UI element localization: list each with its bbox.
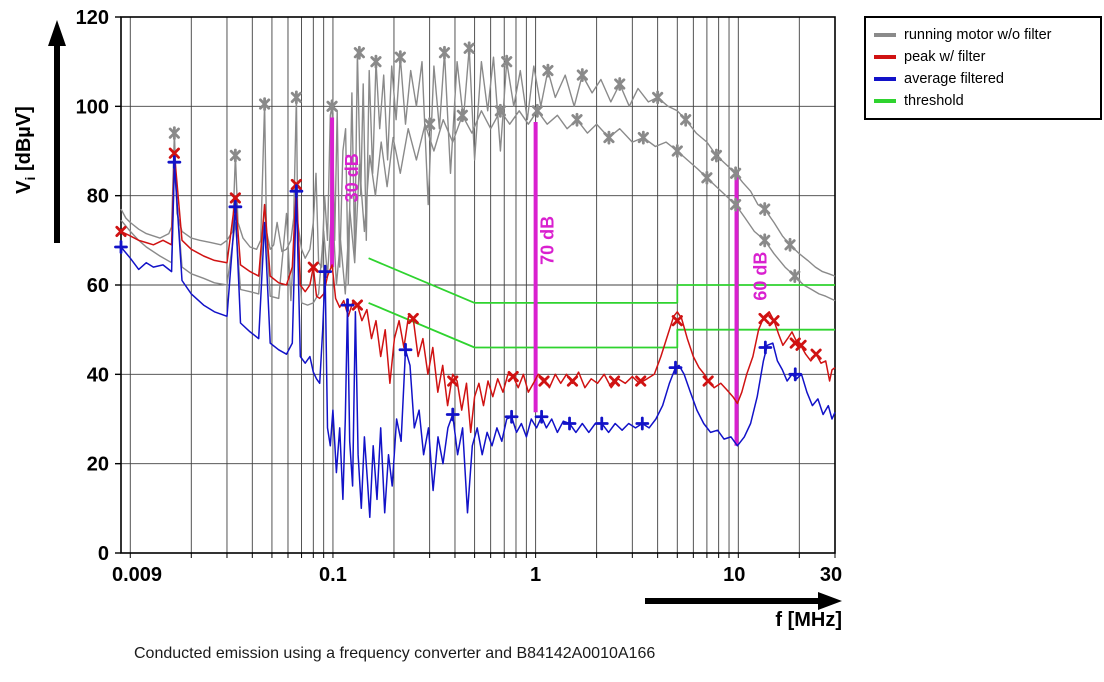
y-tick-labels: 0 20 40 60 80 100 120 bbox=[76, 7, 109, 565]
legend-item: running motor w/o filter bbox=[874, 24, 1092, 46]
x-axis-arrow-icon bbox=[645, 592, 842, 610]
annotation-lines bbox=[330, 117, 739, 446]
x-tick-label: 30 bbox=[820, 564, 842, 586]
series-line-5 bbox=[368, 302, 835, 349]
x-tick-label: 0.1 bbox=[319, 564, 347, 586]
series-line-4 bbox=[368, 257, 835, 304]
y-axis-arrow-icon bbox=[48, 20, 66, 243]
legend-item: threshold bbox=[874, 90, 1092, 112]
x-tick-label: 0.009 bbox=[112, 564, 162, 586]
legend-item: average filtered bbox=[874, 68, 1092, 90]
legend-color-swatch bbox=[874, 55, 896, 59]
series-line-3 bbox=[120, 161, 836, 519]
legend-item-label: threshold bbox=[904, 93, 964, 109]
legend-item-label: average filtered bbox=[904, 71, 1004, 87]
legend: running motor w/o filter peak w/ filter av… bbox=[864, 16, 1102, 120]
y-axis-title: Vi [dBµV] bbox=[13, 106, 38, 194]
legend-color-swatch bbox=[874, 33, 896, 37]
y-tick-label: 20 bbox=[87, 454, 109, 476]
y-tick-label: 120 bbox=[76, 7, 109, 29]
legend-color-swatch bbox=[874, 77, 896, 81]
series-markers-2 bbox=[115, 147, 822, 387]
chart-caption: Conducted emission using a frequency con… bbox=[134, 645, 656, 662]
x-tick-label: 1 bbox=[530, 564, 541, 586]
annotation-label: 30 dB bbox=[342, 153, 362, 202]
y-tick-label: 80 bbox=[87, 186, 109, 208]
annotation-label: 60 dB bbox=[751, 252, 771, 301]
x-tick-label: 10 bbox=[723, 564, 745, 586]
series-markers-1 bbox=[424, 103, 801, 283]
series-line-1 bbox=[120, 110, 836, 306]
grid-lines bbox=[115, 16, 836, 558]
y-tick-label: 40 bbox=[87, 364, 109, 386]
series-markers-3 bbox=[114, 155, 803, 431]
series-line-2 bbox=[120, 152, 836, 434]
x-tick-labels: 0.009 0.1 1 10 30 bbox=[112, 564, 842, 586]
y-tick-label: 60 bbox=[87, 275, 109, 297]
series-markers-0 bbox=[168, 41, 796, 252]
x-axis-title: f [MHz] bbox=[775, 609, 842, 631]
y-tick-label: 0 bbox=[98, 543, 109, 565]
legend-item-label: peak w/ filter bbox=[904, 49, 986, 65]
legend-item-label: running motor w/o filter bbox=[904, 27, 1052, 43]
y-tick-label: 100 bbox=[76, 96, 109, 118]
annotation-label: 70 dB bbox=[538, 216, 558, 265]
legend-item: peak w/ filter bbox=[874, 46, 1092, 68]
legend-color-swatch bbox=[874, 99, 896, 103]
